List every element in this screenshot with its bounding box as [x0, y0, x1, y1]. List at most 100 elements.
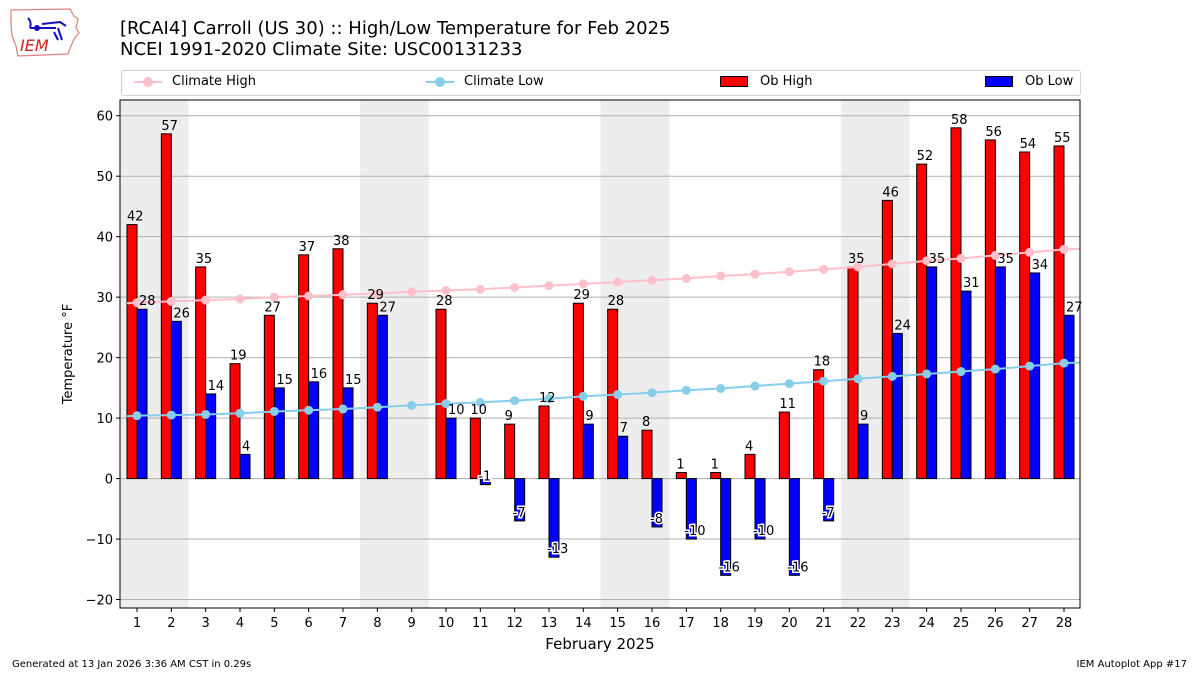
ob-low-label: 34 [1032, 258, 1049, 273]
ob-low-label: 28 [139, 294, 156, 309]
ob-high-bar [1053, 145, 1065, 480]
legend-ob-low: Ob Low [985, 74, 1073, 89]
y-tick-label: −20 [86, 594, 113, 609]
ob-low-label: 10 [448, 403, 465, 418]
ob-low-bar [960, 290, 972, 480]
ob-high-bar [366, 302, 378, 480]
climate-low-point [922, 369, 932, 379]
ob-low-bar [685, 478, 697, 540]
x-tick-label: 22 [850, 616, 867, 631]
ob-low-label: 27 [1066, 300, 1083, 315]
weekend-shade [600, 100, 670, 608]
x-tick-label: 10 [438, 616, 455, 631]
ob-high-label: 1 [676, 458, 684, 473]
ob-low-bar [479, 478, 491, 486]
climate-high-point [784, 267, 794, 277]
climate-high-point [1025, 247, 1035, 257]
x-tick-label: 20 [781, 616, 798, 631]
ob-low-bar [891, 332, 903, 480]
ob-high-bar [160, 133, 172, 480]
ob-low-bar [857, 423, 869, 480]
x-tick-label: 25 [953, 616, 970, 631]
ob-low-bar [239, 453, 251, 480]
climate-low-point [132, 411, 142, 421]
ob-high-bar [263, 314, 275, 480]
climate-high-point [166, 296, 176, 306]
ob-low-bar [617, 435, 629, 480]
ob-high-label: 19 [230, 349, 247, 364]
climate-low-point [510, 396, 520, 406]
legend-ob-high: Ob High [720, 74, 813, 89]
x-tick-label: 19 [747, 616, 764, 631]
climate-low-point [956, 367, 966, 377]
ob-high-label: 4 [745, 439, 753, 454]
y-tick-label: 10 [96, 412, 113, 427]
ob-low-patch-icon [985, 76, 1013, 87]
ob-high-bar [504, 423, 516, 480]
ob-high-bar [847, 266, 859, 480]
title-line2: NCEI 1991-2020 Climate Site: USC00131233 [120, 39, 523, 60]
ob-high-label: 52 [917, 149, 934, 164]
climate-low-point [716, 383, 726, 393]
legend-label: Climate High [172, 74, 257, 89]
climate-low-point [338, 404, 348, 414]
climate-high-point [441, 286, 451, 295]
ob-low-label: 14 [208, 379, 225, 394]
climate-low-line [126, 361, 1081, 418]
climate-high-point [1059, 244, 1069, 254]
climate-low-point [681, 385, 691, 395]
ob-low-bar [514, 478, 526, 522]
climate-high-point [750, 269, 760, 279]
ob-low-bar [308, 381, 320, 480]
climate-high-point [922, 256, 932, 266]
climate-low-point [372, 402, 382, 412]
x-tick-label: 11 [472, 616, 489, 631]
ob-low-bar [273, 387, 285, 480]
climate-low-point [235, 408, 245, 418]
iem-logo: IEM [8, 6, 82, 60]
ob-low-label: -7 [822, 506, 835, 521]
ob-low-bar [445, 417, 457, 480]
ob-high-bar [813, 369, 825, 480]
chart-title: [RCAI4] Carroll (US 30) :: High/Low Temp… [120, 18, 671, 60]
ob-low-bar [376, 314, 388, 480]
legend: Climate High Climate Low Ob High Ob Low [121, 70, 1081, 96]
ob-low-label: -16 [787, 560, 808, 575]
x-tick-label: 23 [884, 616, 901, 631]
y-tick-label: 0 [105, 473, 113, 488]
x-tick-label: 24 [918, 616, 935, 631]
ob-high-label: 28 [608, 294, 625, 309]
ob-low-label: 15 [345, 373, 362, 388]
ob-low-label: 9 [860, 409, 868, 424]
x-tick-label: 12 [506, 616, 523, 631]
climate-low-point [544, 394, 554, 404]
weekend-shade [360, 100, 429, 608]
y-tick-label: 50 [96, 170, 113, 185]
ob-low-bar [720, 478, 732, 576]
climate-low-point [407, 400, 417, 410]
ob-low-label: -1 [478, 470, 491, 485]
x-tick-label: 18 [712, 616, 729, 631]
ob-high-bar [607, 308, 619, 480]
app-credit: IEM Autoplot App #17 [1076, 659, 1187, 670]
climate-high-point [372, 289, 382, 299]
climate-high-point [716, 271, 726, 281]
ob-high-label: 58 [951, 113, 968, 128]
climate-high-point [132, 298, 142, 308]
ob-high-label: 46 [882, 185, 899, 200]
ob-high-label: 29 [573, 288, 590, 303]
ob-high-bar [332, 248, 344, 480]
climate-high-point [407, 287, 417, 297]
x-tick-label: 5 [270, 616, 278, 631]
climate-high-line-icon [134, 76, 162, 87]
x-tick-label: 6 [305, 616, 313, 631]
climate-low-point [990, 364, 1000, 374]
ob-high-label: 8 [642, 415, 650, 430]
ob-low-label: 35 [997, 252, 1014, 267]
iowa-map-icon: IEM [10, 8, 80, 57]
ob-high-bar [298, 254, 310, 480]
weekend-shade [840, 100, 910, 608]
ob-low-label: 4 [242, 439, 250, 454]
legend-label: Climate Low [464, 74, 544, 89]
ob-high-label: 35 [196, 252, 213, 267]
